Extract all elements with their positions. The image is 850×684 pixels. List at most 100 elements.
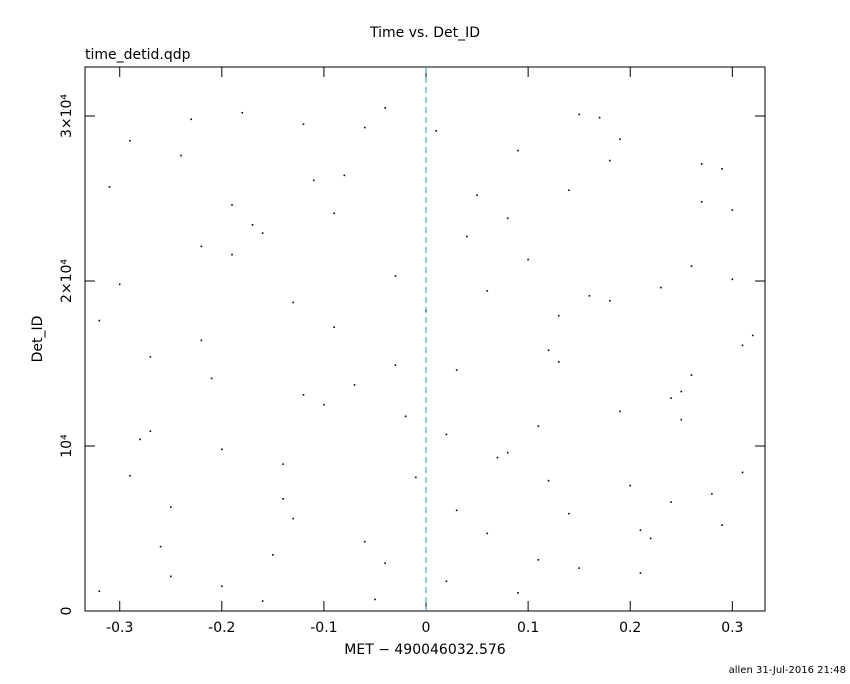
point — [108, 186, 111, 188]
point — [547, 479, 550, 482]
point — [363, 540, 366, 543]
point — [670, 397, 672, 399]
point — [537, 425, 540, 428]
point — [272, 554, 274, 556]
point — [221, 448, 223, 451]
point — [751, 334, 754, 337]
point — [200, 339, 203, 342]
point — [169, 575, 172, 578]
point — [598, 116, 601, 119]
point — [384, 562, 386, 564]
point — [506, 217, 509, 220]
point — [149, 430, 152, 432]
point — [118, 283, 121, 286]
point — [711, 493, 713, 495]
point — [302, 123, 305, 126]
point — [690, 374, 693, 376]
point — [374, 598, 376, 601]
x-tick-label: -0.2 — [208, 620, 235, 636]
x-tick-label: -0.1 — [310, 620, 337, 636]
point — [445, 433, 448, 436]
point — [568, 189, 570, 192]
point — [649, 537, 652, 540]
point — [139, 438, 141, 441]
point — [721, 168, 723, 170]
y-tick-label: 0 — [59, 607, 75, 616]
point — [394, 275, 397, 277]
point — [180, 154, 182, 157]
point — [476, 194, 478, 197]
point — [506, 451, 509, 454]
point — [343, 174, 346, 177]
point — [527, 258, 529, 261]
point — [619, 410, 621, 413]
point — [629, 484, 632, 487]
point — [660, 286, 662, 289]
y-tick-label: 10⁴ — [59, 434, 75, 458]
point — [588, 295, 591, 297]
x-tick-label: 0.3 — [721, 620, 743, 636]
point — [466, 235, 468, 238]
point — [741, 344, 744, 347]
point — [282, 498, 284, 500]
x-tick-label: 0.1 — [517, 620, 539, 636]
point — [578, 567, 580, 569]
point — [292, 517, 295, 520]
point — [149, 356, 152, 358]
point — [231, 204, 233, 206]
point — [537, 559, 540, 561]
chart-subtitle: time_detid.qdp — [85, 47, 191, 63]
point — [455, 369, 458, 371]
point — [578, 113, 580, 116]
point — [98, 319, 101, 322]
point — [517, 592, 519, 594]
point — [323, 403, 325, 406]
point — [415, 476, 417, 479]
y-tick-label: 3×10⁴ — [59, 94, 75, 138]
point — [455, 509, 458, 512]
x-tick-label: 0 — [422, 620, 431, 636]
footer: allen 31-Jul-2016 21:48 — [729, 665, 846, 676]
point — [200, 245, 203, 248]
point — [639, 572, 642, 574]
point — [251, 224, 254, 226]
point — [700, 201, 703, 203]
point — [557, 361, 560, 363]
point — [98, 590, 101, 593]
point — [353, 384, 356, 386]
point — [517, 149, 519, 152]
point — [486, 532, 489, 535]
point — [159, 545, 162, 548]
point — [129, 474, 131, 477]
point — [302, 394, 305, 396]
point — [690, 265, 693, 267]
point — [241, 111, 244, 114]
point — [680, 418, 683, 421]
point — [282, 463, 284, 465]
plot-frame — [84, 66, 766, 612]
point — [486, 290, 489, 292]
point — [363, 126, 366, 129]
point — [609, 300, 611, 302]
point — [394, 364, 397, 366]
point — [700, 163, 703, 165]
point — [312, 179, 315, 182]
point — [639, 529, 642, 531]
point — [190, 118, 192, 121]
point — [496, 456, 499, 459]
point — [619, 138, 621, 140]
point — [333, 326, 335, 329]
point — [435, 130, 438, 132]
point — [680, 390, 683, 393]
point — [261, 232, 264, 234]
point — [731, 278, 734, 281]
x-tick-label: 0.2 — [619, 620, 641, 636]
point — [721, 524, 723, 527]
y-axis-label: Det_ID — [30, 316, 46, 363]
point — [384, 106, 386, 109]
point — [547, 349, 550, 352]
point — [333, 212, 335, 215]
point — [210, 377, 213, 380]
point — [568, 512, 570, 515]
